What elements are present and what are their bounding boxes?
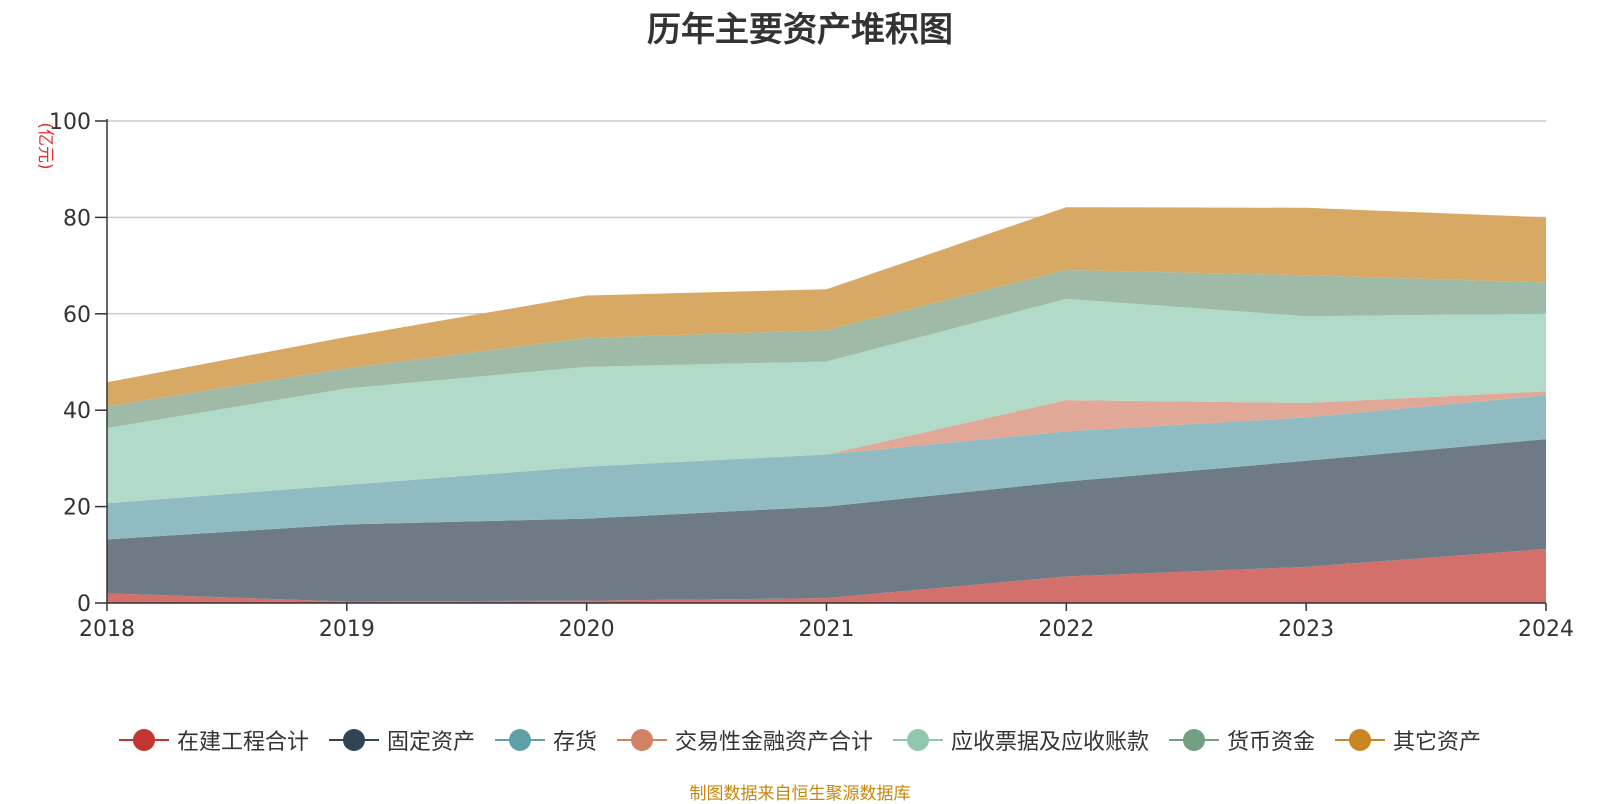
- x-tick-label: 2019: [319, 617, 375, 642]
- legend-label: 交易性金融资产合计: [674, 730, 873, 755]
- x-tick-label: 2018: [79, 617, 135, 642]
- legend-marker-icon: [328, 728, 379, 752]
- area-series-1[interactable]: [107, 549, 1546, 603]
- legend-marker-icon: [893, 728, 943, 752]
- x-tick-label: 2023: [1278, 617, 1334, 642]
- legend-label: 应收票据及应收账款: [951, 730, 1150, 755]
- legend-item-1[interactable]: 在建工程合计: [118, 724, 309, 756]
- y-tick-label: 0: [77, 592, 91, 617]
- source-note: 制图数据来自恒生聚源数据库: [689, 784, 911, 804]
- area-series-6[interactable]: [107, 269, 1546, 429]
- y-tick-label: 80: [63, 206, 91, 231]
- legend-label: 在建工程合计: [176, 730, 309, 755]
- legend-item-4[interactable]: 交易性金融资产合计: [616, 724, 873, 756]
- area-series-4[interactable]: [107, 391, 1546, 504]
- x-tick-label: 2024: [1518, 617, 1574, 642]
- axes: 0 20 40 60 80 100 2018 2019 2020 2021 2022 2023 2024: [49, 110, 1574, 642]
- legend-marker-icon: [118, 728, 169, 752]
- legend-item-7[interactable]: 其它资产: [1335, 724, 1481, 756]
- legend-marker-icon: [616, 728, 667, 752]
- legend-item-3[interactable]: 存货: [494, 724, 597, 756]
- area-series-3[interactable]: [107, 395, 1546, 540]
- x-tick-label: 2020: [559, 617, 615, 642]
- legend-item-2[interactable]: 固定资产: [328, 724, 475, 756]
- chart-title: 历年主要资产堆积图: [647, 10, 953, 50]
- area-series-2[interactable]: [107, 439, 1546, 602]
- area-series-5[interactable]: [107, 298, 1546, 504]
- y-tick-label: 100: [49, 110, 91, 135]
- x-tick-label: 2022: [1038, 617, 1094, 642]
- legend-marker-icon: [494, 728, 545, 752]
- y-unit-label: (亿元): [35, 122, 55, 169]
- legend: 在建工程合计 固定资产 存货 交易性金融资产合计 应收票据及应收账款 货币资金 其它资产: [0, 722, 1600, 758]
- area-layers: [107, 207, 1546, 603]
- y-tick-label: 40: [63, 399, 91, 424]
- legend-marker-icon: [1169, 728, 1220, 752]
- y-tick-label: 20: [63, 496, 91, 521]
- legend-label: 固定资产: [386, 730, 475, 755]
- legend-label: 其它资产: [1393, 730, 1482, 755]
- legend-marker-icon: [1335, 728, 1386, 752]
- legend-item-6[interactable]: 货币资金: [1169, 724, 1315, 756]
- legend-item-5[interactable]: 应收票据及应收账款: [893, 724, 1149, 756]
- y-tick-label: 60: [63, 303, 91, 328]
- legend-label: 货币资金: [1227, 730, 1316, 755]
- legend-label: 存货: [552, 730, 597, 755]
- area-series-7[interactable]: [107, 207, 1546, 407]
- x-tick-label: 2021: [799, 617, 855, 642]
